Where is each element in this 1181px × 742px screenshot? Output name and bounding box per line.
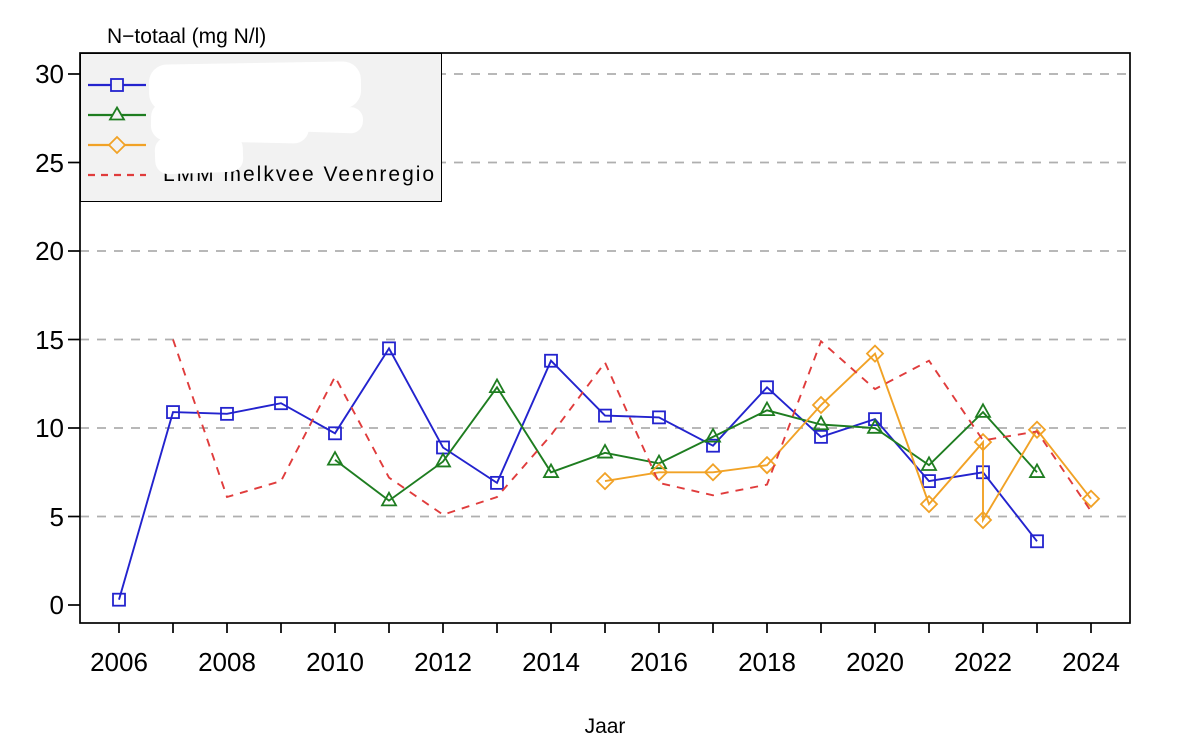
- redaction-blob: [266, 104, 364, 134]
- data-point-square: [112, 592, 126, 607]
- series-line: [172, 339, 1092, 516]
- data-point-triangle: [974, 402, 992, 418]
- y-tick-label-25: 25: [35, 147, 64, 178]
- square-marker-icon: [110, 78, 124, 92]
- data-point-triangle: [434, 451, 452, 468]
- y-tick-label-0: 0: [49, 590, 64, 620]
- x-tick-label-2024: 2024: [1062, 647, 1120, 677]
- y-tick-label-30: 30: [35, 59, 64, 89]
- data-point-square: [490, 475, 504, 490]
- data-point-square: [868, 412, 882, 427]
- data-point-triangle: [812, 414, 830, 431]
- legend: LMM melkvee Veenregio: [80, 53, 442, 202]
- series-4-lmm-melkvee-veenregio: [172, 339, 1092, 516]
- series-1: [112, 341, 1044, 607]
- data-point-diamond: [1027, 420, 1047, 440]
- data-point-triangle: [650, 453, 668, 470]
- legend-item-4: LMM melkvee Veenregio: [81, 160, 436, 190]
- legend-item-3: [81, 130, 163, 160]
- data-point-diamond: [649, 462, 669, 482]
- data-point-diamond: [1081, 489, 1101, 509]
- data-point-diamond: [973, 510, 993, 530]
- x-axis-label: Jaar: [584, 715, 626, 738]
- redaction-blob: [154, 134, 244, 175]
- diamond-marker-icon: [107, 135, 127, 155]
- data-point-diamond: [865, 344, 885, 363]
- data-point-square: [274, 396, 288, 411]
- data-point-triangle: [380, 490, 398, 507]
- data-point-triangle: [488, 377, 506, 393]
- x-tick-label-2020: 2020: [846, 647, 904, 677]
- data-point-diamond: [919, 494, 939, 514]
- y-tick-label-5: 5: [49, 501, 64, 532]
- data-point-square: [544, 353, 558, 368]
- legend-sample-diamond: [88, 135, 146, 155]
- data-point-triangle: [542, 462, 560, 478]
- data-point-diamond: [595, 471, 615, 491]
- x-tick-label-2010: 2010: [306, 647, 364, 677]
- data-point-square: [382, 341, 396, 356]
- data-point-triangle: [704, 427, 722, 443]
- y-tick-label-10: 10: [35, 413, 64, 443]
- data-point-triangle: [758, 400, 776, 417]
- series-line: [604, 352, 1092, 524]
- legend-sample-triangle: [88, 105, 146, 121]
- data-point-triangle: [920, 455, 938, 471]
- data-point-diamond: [703, 462, 723, 482]
- data-point-square: [598, 408, 612, 423]
- data-point-square: [652, 410, 666, 425]
- chart-title: N−totaal (mg N/l): [107, 25, 267, 48]
- data-point-triangle: [326, 450, 344, 466]
- data-point-square: [328, 426, 342, 441]
- x-tick-label-2022: 2022: [954, 647, 1012, 677]
- data-point-diamond: [811, 395, 831, 415]
- legend-sample-square: [88, 78, 146, 92]
- data-point-square: [760, 380, 774, 395]
- x-tick-label-2006: 2006: [90, 647, 148, 677]
- data-point-square: [706, 438, 720, 453]
- series-3: [595, 344, 1101, 530]
- data-point-diamond: [757, 455, 777, 475]
- data-point-square: [166, 405, 180, 419]
- y-tick-label-20: 20: [35, 236, 64, 266]
- legend-sample-dashed-line: [88, 173, 146, 177]
- data-point-square: [1030, 534, 1044, 549]
- series-line: [334, 385, 1038, 502]
- y-tick-label-15: 15: [35, 324, 64, 355]
- data-point-triangle: [866, 418, 884, 434]
- x-tick-label-2014: 2014: [522, 647, 580, 677]
- triangle-marker-icon: [108, 105, 126, 121]
- legend-item-1: [81, 70, 163, 100]
- data-point-triangle: [1028, 462, 1046, 478]
- x-tick-label-2008: 2008: [198, 647, 256, 677]
- data-point-square: [814, 429, 828, 444]
- data-point-square: [922, 474, 936, 489]
- data-point-square: [220, 406, 234, 421]
- series-2: [326, 377, 1046, 507]
- x-tick-label-2016: 2016: [630, 647, 688, 677]
- series-line: [118, 346, 1038, 600]
- x-tick-label-2012: 2012: [414, 647, 472, 677]
- legend-item-2: [81, 100, 163, 130]
- data-point-triangle: [596, 443, 614, 459]
- x-tick-label-2018: 2018: [738, 647, 796, 677]
